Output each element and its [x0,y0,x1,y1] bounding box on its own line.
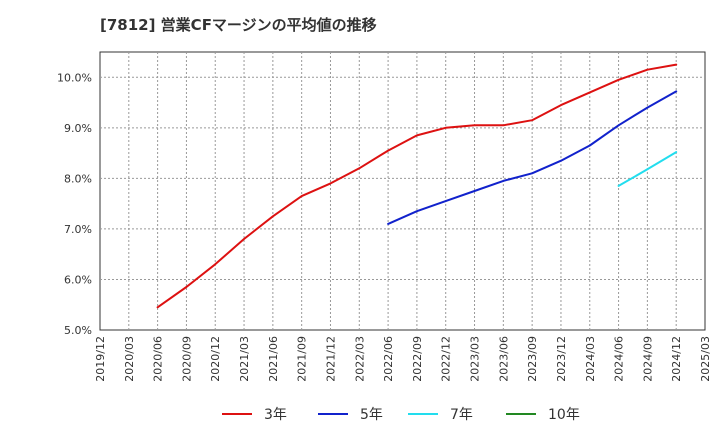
legend-label: 10年 [548,407,580,423]
legend-label: 3年 [264,407,287,423]
x-tick-label: 2021/06 [267,336,280,382]
x-tick-label: 2021/09 [296,336,309,382]
x-tick-label: 2025/03 [699,336,712,382]
series-line [617,151,678,187]
x-tick-label: 2023/12 [555,336,568,382]
x-tick-label: 2020/09 [180,336,193,382]
y-tick-label: 8.0% [64,172,92,185]
series-line [156,63,678,309]
series-line [387,90,678,225]
x-tick-label: 2022/03 [353,336,366,382]
plot-area [99,51,706,331]
x-tick-label: 2022/12 [440,336,453,382]
legend-label: 7年 [450,407,473,423]
x-tick-label: 2022/06 [382,336,395,382]
y-tick-label: 5.0% [64,324,92,337]
x-tick-label: 2020/03 [123,336,136,382]
x-tick-label: 2024/12 [670,336,683,382]
x-tick-label: 2023/03 [469,336,482,382]
x-tick-label: 2019/12 [94,336,107,382]
x-tick-label: 2024/03 [584,336,597,382]
x-tick-label: 2020/12 [209,336,222,382]
y-tick-label: 6.0% [64,273,92,286]
x-tick-label: 2020/06 [152,336,165,382]
x-tick-label: 2023/09 [526,336,539,382]
x-tick-label: 2024/06 [613,336,626,382]
legend-label: 5年 [360,407,383,423]
x-tick-label: 2022/09 [411,336,424,382]
y-tick-label: 10.0% [57,71,92,84]
x-tick-label: 2024/09 [641,336,654,382]
x-tick-label: 2021/12 [324,336,337,382]
x-tick-label: 2023/06 [497,336,510,382]
x-tick-label: 2021/03 [238,336,251,382]
y-tick-label: 9.0% [64,122,92,135]
y-tick-label: 7.0% [64,223,92,236]
chart-title: [7812] 営業CFマージンの平均値の推移 [100,16,377,34]
